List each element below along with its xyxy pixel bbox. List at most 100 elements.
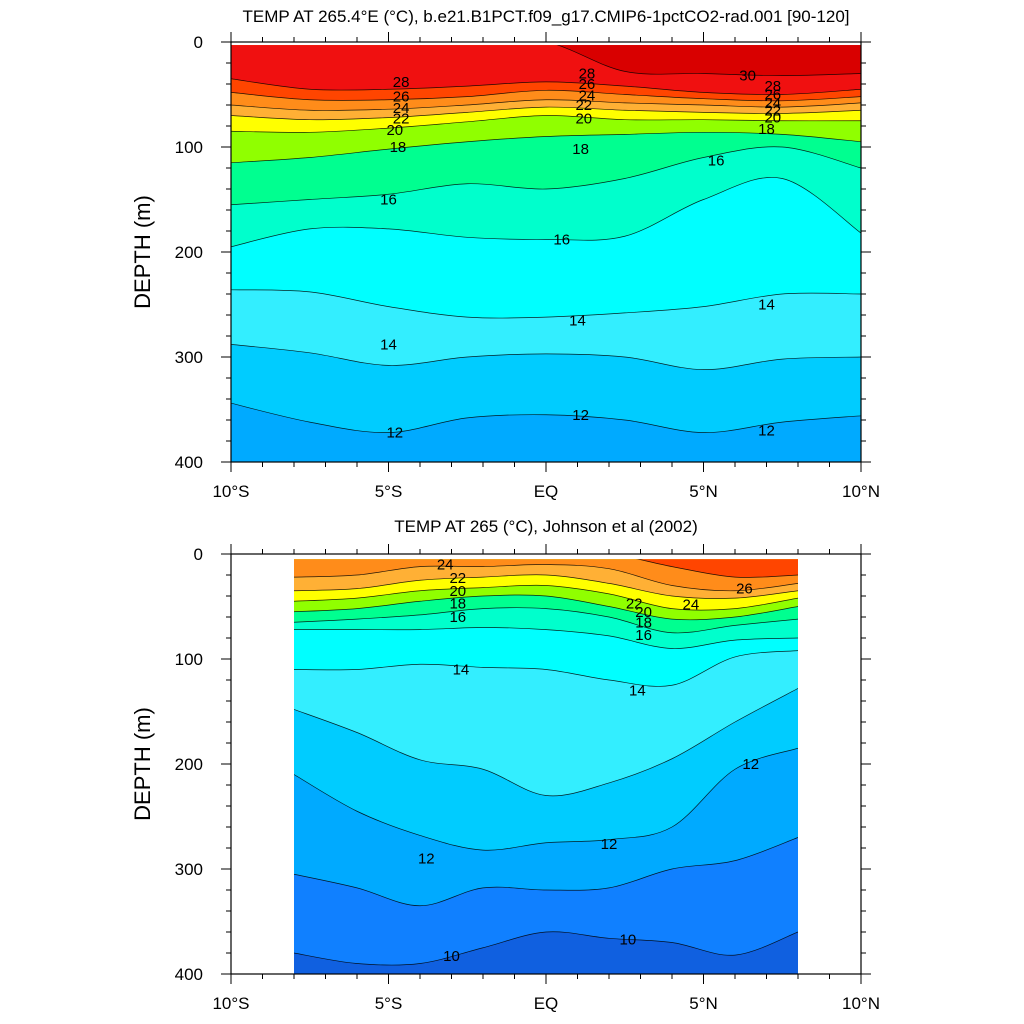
isotherm-22 [294, 574, 798, 599]
isotherm-24 [294, 564, 798, 592]
isotherm-lines [294, 559, 798, 966]
contour-label: 16 [449, 609, 466, 626]
bottom-panel-title: TEMP AT 265 (°C), Johnson et al (2002) [394, 517, 698, 536]
x-tick-label: 10°S [212, 994, 249, 1013]
temperature-fill-bands [294, 559, 798, 974]
contour-label: 12 [742, 756, 759, 773]
isotherm-16 [231, 146, 861, 206]
contour-label: 18 [758, 121, 775, 138]
contour-label: 16 [380, 192, 397, 209]
contour-label: 14 [453, 662, 470, 679]
x-tick-label: 5°N [689, 994, 718, 1013]
contour-label: 28 [579, 66, 596, 83]
isotherm-lines [231, 45, 861, 433]
contour-label: 24 [764, 95, 781, 112]
isotherm-12 [231, 402, 861, 433]
temperature-fill-bands [231, 45, 861, 463]
isotherm-12 [294, 747, 798, 851]
contour-label: 20 [635, 604, 652, 621]
isotherm-15 [294, 627, 798, 649]
band-26 [638, 559, 798, 578]
contour-label: 30 [739, 68, 756, 85]
isotherm-26 [231, 89, 861, 102]
contour-label: 12 [386, 425, 403, 442]
contour-label: 28 [393, 74, 410, 91]
contour-label: 18 [390, 139, 407, 156]
observed-temperature-section: TEMP AT 265 (°C), Johnson et al (2002) D… [130, 517, 880, 1013]
contour-label: 12 [601, 836, 618, 853]
x-tick-label: 5°S [375, 482, 403, 501]
top-panel-plot-area: 2826242220182826242220183028262422201816… [175, 32, 880, 501]
contour-label: 14 [629, 683, 646, 700]
isotherm-24 [231, 99, 861, 111]
contour-label: 22 [449, 570, 466, 587]
contour-label: 18 [449, 595, 466, 612]
isotherm-20 [294, 584, 798, 611]
isotherm-14 [231, 289, 861, 319]
y-tick-label: 200 [175, 755, 203, 774]
band-30 [557, 45, 861, 76]
bottom-panel-plot-area: 24222018162220181624261414121212101010°S… [175, 544, 880, 1013]
x-axis: 10°S 5°S EQ 5°N 10°N [212, 544, 880, 1013]
contour-label: 26 [764, 87, 781, 104]
x-tick-label: 10°N [842, 994, 880, 1013]
x-tick-label: 10°N [842, 482, 880, 501]
y-tick-label: 300 [175, 348, 203, 367]
y-tick-label: 300 [175, 860, 203, 879]
isotherm-11 [294, 837, 798, 907]
contour-label: 10 [443, 948, 460, 965]
contour-label: 22 [626, 595, 643, 612]
isotherm-20 [231, 115, 861, 133]
contour-label: 22 [393, 111, 410, 128]
isotherm-10 [294, 931, 798, 966]
contour-label: 26 [579, 76, 596, 93]
x-tick-label: 10°S [212, 482, 249, 501]
x-tick-label: EQ [534, 482, 559, 501]
x-tick-label: 5°N [689, 482, 718, 501]
top-panel-title: TEMP AT 265.4°E (°C), b.e21.B1PCT.f09_g1… [242, 7, 849, 26]
contour-label: 20 [386, 122, 403, 139]
band-24 [294, 559, 798, 591]
contour-label: 24 [683, 596, 700, 613]
y-tick-label: 100 [175, 650, 203, 669]
contour-label: 20 [764, 110, 781, 127]
contour-label: 16 [708, 153, 725, 170]
isotherm-13 [294, 688, 798, 797]
y-tick-label: 0 [194, 33, 203, 52]
isotherm-18 [294, 594, 798, 621]
contour-label: 22 [575, 97, 592, 114]
isotherm-16 [294, 607, 798, 634]
y-axis: 0 100 200 300 400 [175, 33, 871, 472]
bottom-panel-y-axis-label: DEPTH (m) [130, 707, 155, 821]
isotherm-14 [294, 650, 798, 687]
y-tick-label: 200 [175, 243, 203, 262]
contour-label: 20 [449, 583, 466, 600]
top-panel-y-axis-label: DEPTH (m) [130, 195, 155, 309]
y-tick-label: 400 [175, 453, 203, 472]
y-tick-label: 100 [175, 138, 203, 157]
contour-label: 12 [418, 851, 435, 868]
isotherm-22 [231, 106, 861, 121]
contour-label: 14 [380, 336, 397, 353]
x-axis: 10°S 5°S EQ 5°N 10°N [212, 32, 880, 501]
y-axis: 0 100 200 300 400 [175, 545, 871, 984]
x-tick-label: 5°S [375, 994, 403, 1013]
x-tick-label: EQ [534, 994, 559, 1013]
contour-label: 28 [764, 78, 781, 95]
y-tick-label: 0 [194, 545, 203, 564]
isotherm-13 [231, 344, 861, 370]
isotherm-15 [231, 177, 861, 248]
isotherm-28 [231, 78, 861, 95]
contour-label: 14 [569, 312, 586, 329]
contour-label: 26 [736, 581, 753, 598]
contour-label: 16 [553, 231, 570, 248]
contour-label: 12 [758, 423, 775, 440]
contour-label: 18 [635, 614, 652, 631]
contour-label: 12 [572, 407, 589, 424]
model-temperature-section: TEMP AT 265.4°E (°C), b.e21.B1PCT.f09_g1… [130, 7, 880, 501]
contour-label: 18 [572, 141, 589, 158]
contour-label: 24 [437, 557, 454, 574]
y-tick-label: 400 [175, 965, 203, 984]
contour-label: 16 [635, 627, 652, 644]
